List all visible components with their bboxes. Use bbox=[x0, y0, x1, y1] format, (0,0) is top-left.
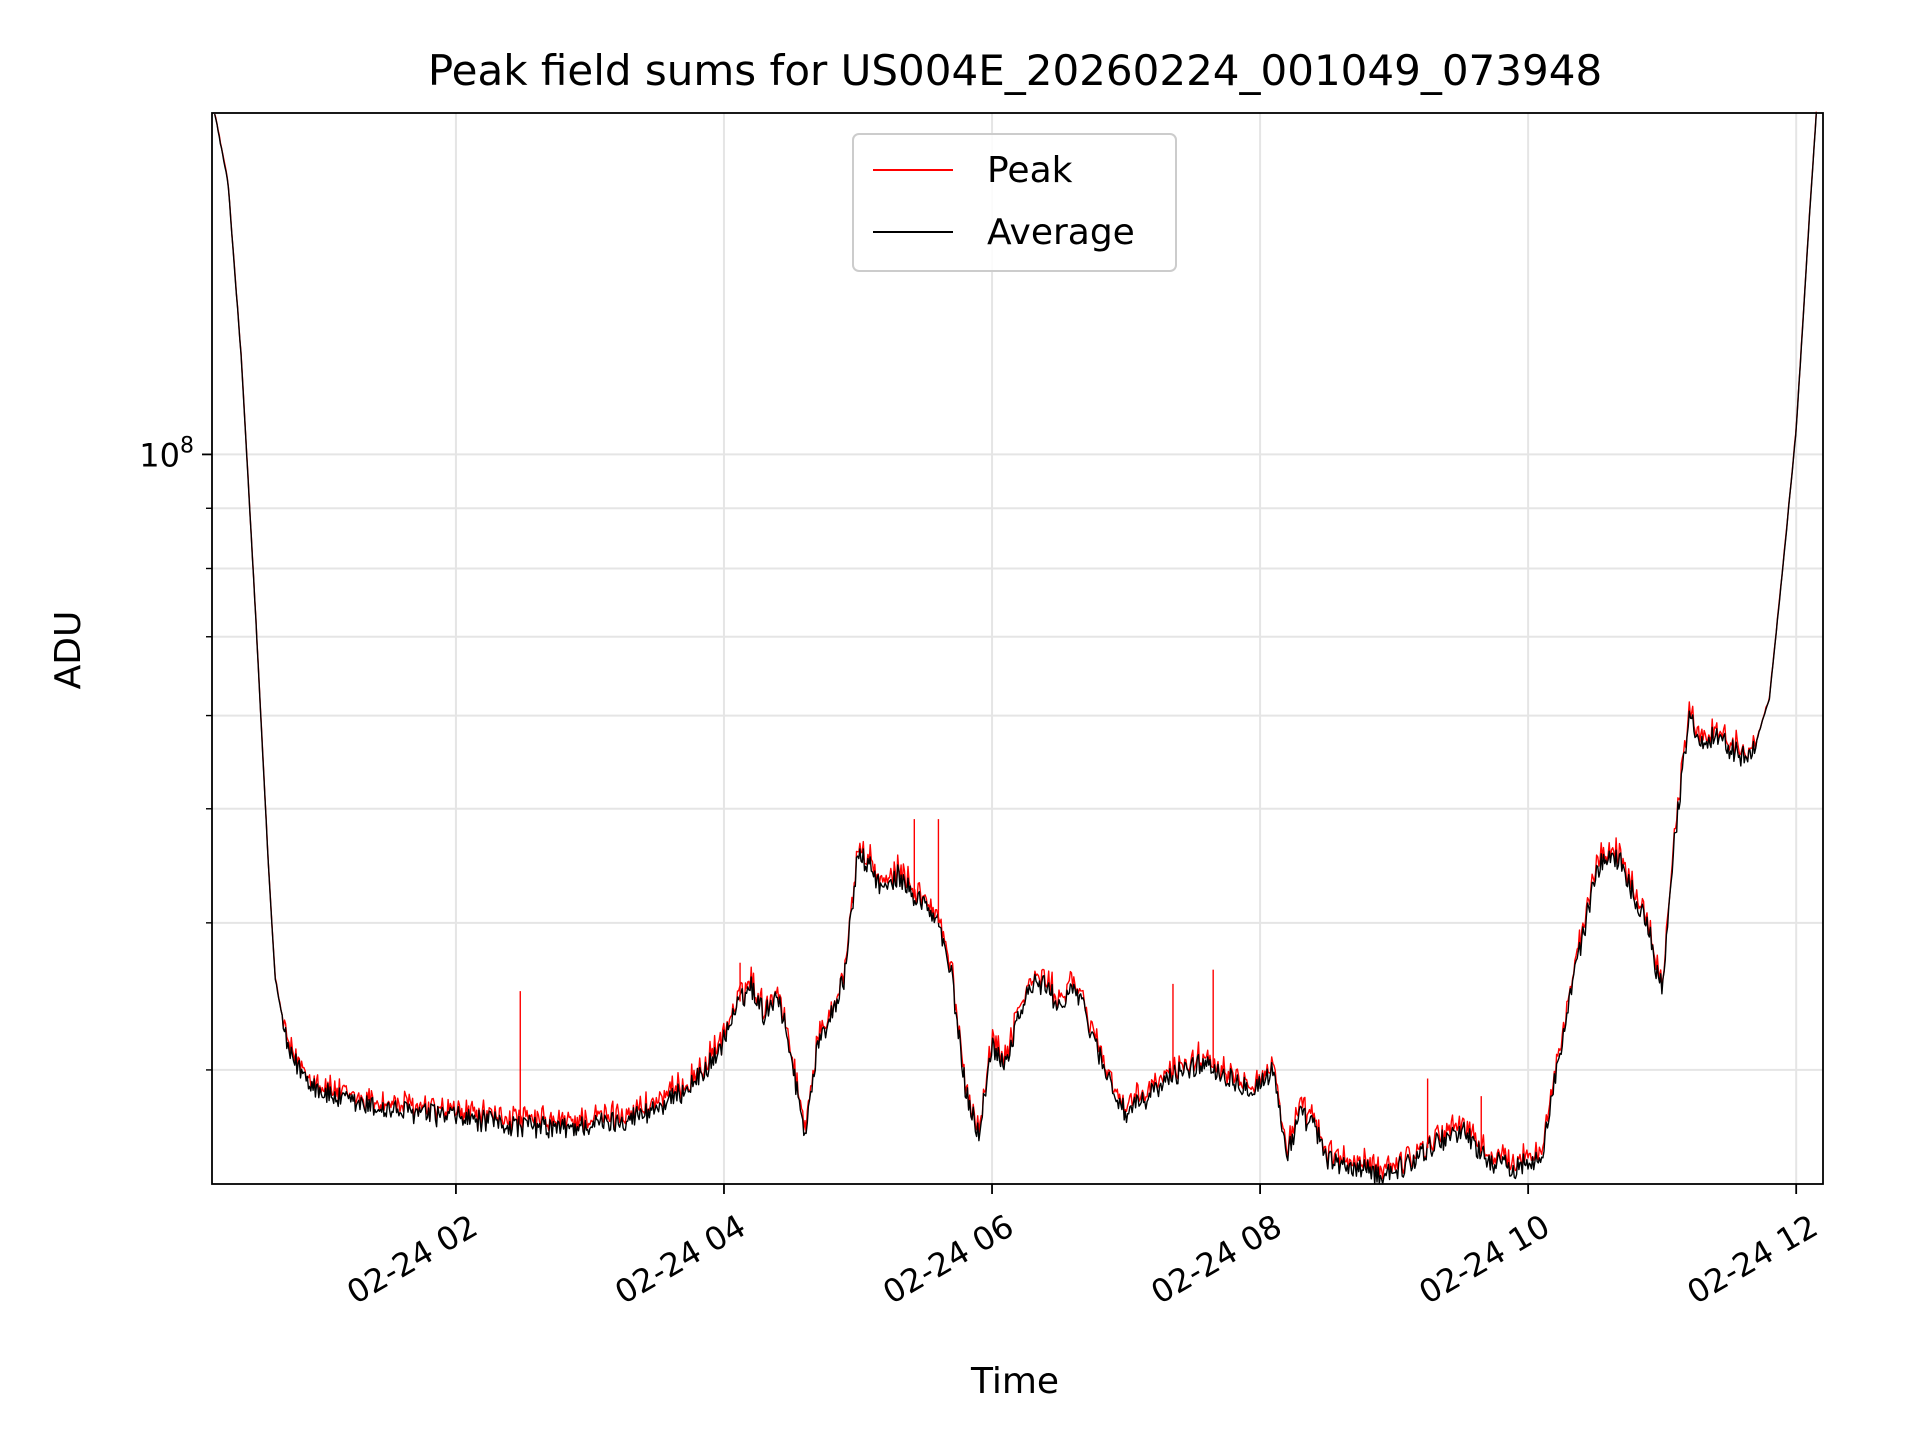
x-axis-label: Time bbox=[970, 1361, 1059, 1402]
y-tick-exponent: 8 bbox=[180, 433, 194, 458]
grid bbox=[212, 113, 1823, 1184]
y-tick-base: 10 bbox=[139, 436, 180, 474]
y-tick-label: 108 bbox=[139, 433, 194, 474]
legend: Peak Average bbox=[852, 133, 1177, 272]
legend-label-peak: Peak bbox=[987, 150, 1073, 191]
plot-frame bbox=[211, 112, 1824, 1185]
plot-area bbox=[212, 113, 1823, 1184]
y-axis-label: ADU bbox=[48, 611, 89, 690]
series-average-line bbox=[214, 113, 1817, 1185]
series-peak-line bbox=[214, 111, 1817, 1180]
legend-label-average: Average bbox=[987, 212, 1135, 253]
legend-box bbox=[852, 133, 1177, 272]
series-layer bbox=[214, 111, 1817, 1185]
chart-title: Peak field sums for US004E_20260224_0010… bbox=[428, 46, 1602, 95]
